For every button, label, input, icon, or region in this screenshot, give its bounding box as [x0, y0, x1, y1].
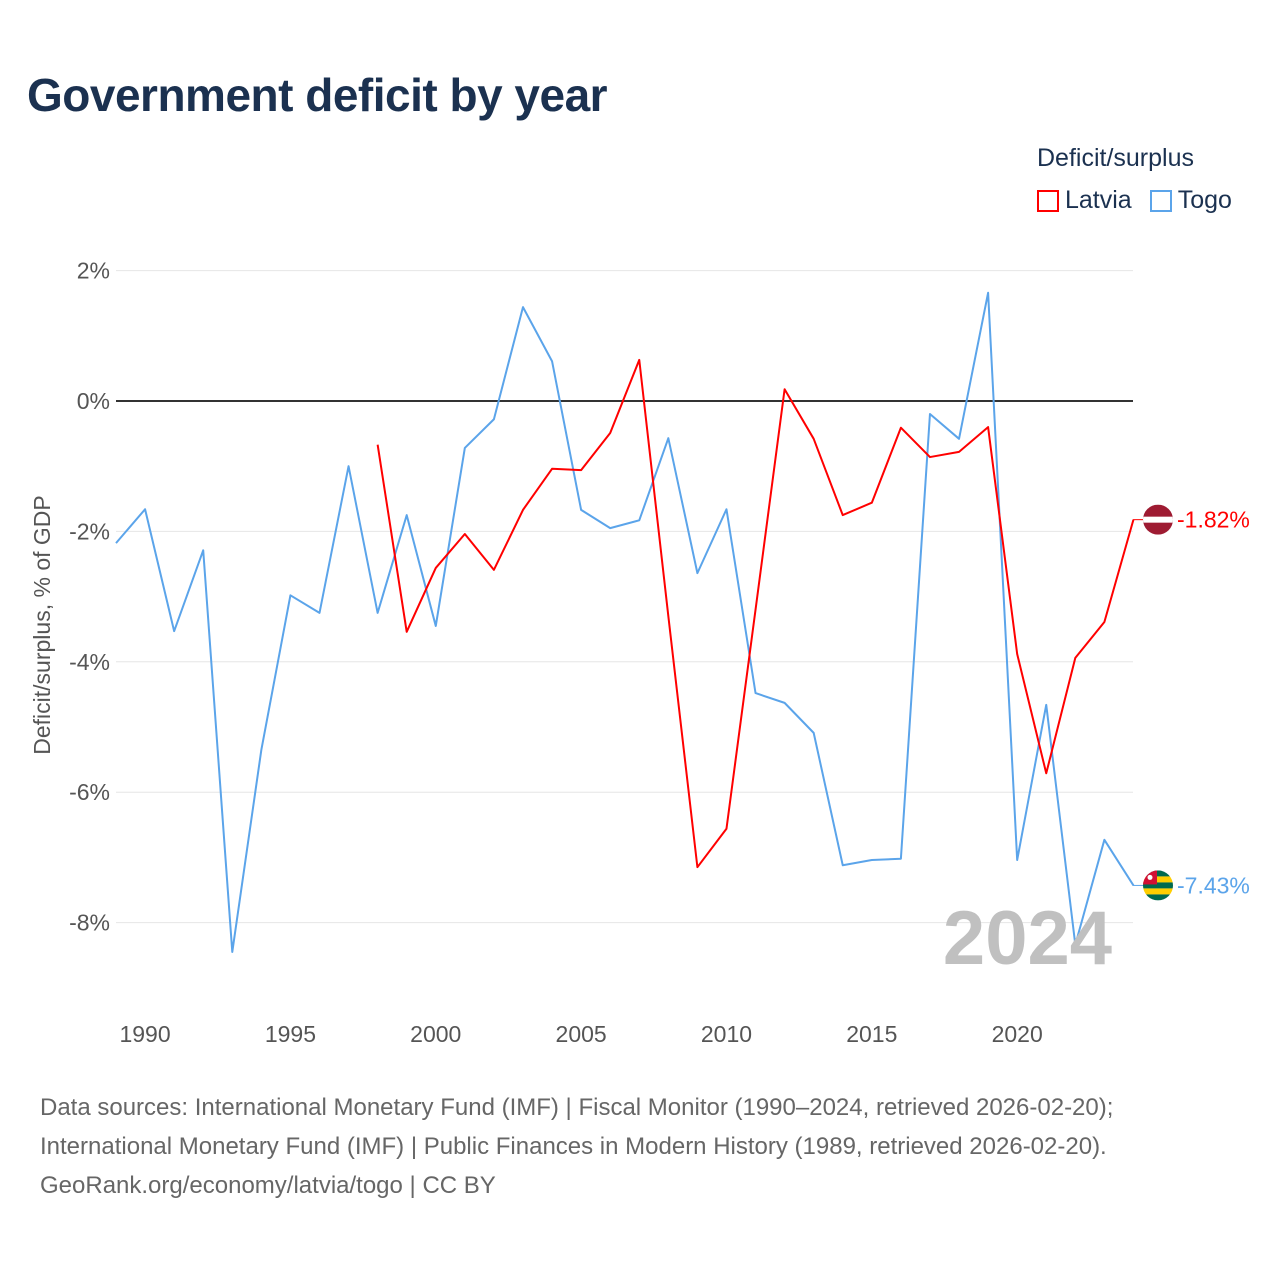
legend-swatch-togo	[1149, 189, 1172, 212]
x-tick-label: 2020	[992, 1021, 1043, 1047]
flag-icon-togo	[1143, 870, 1173, 901]
end-value-label-togo: -7.43%	[1177, 872, 1250, 898]
flag-band	[1143, 882, 1173, 889]
legend: Latvia Togo	[1037, 186, 1232, 215]
footer-credit: GeoRank.org/economy/latvia/togo | CC BY	[40, 1172, 496, 1199]
y-tick-label: -6%	[69, 779, 110, 805]
footer-source-2: International Monetary Fund (IMF) | Publ…	[40, 1133, 1107, 1160]
x-tick-label: 2005	[556, 1021, 607, 1047]
y-axis-label: Deficit/surplus, % of GDP	[29, 495, 55, 754]
legend-item-latvia[interactable]: Latvia	[1037, 186, 1132, 215]
x-tick-label: 2015	[846, 1021, 897, 1047]
footer: Data sources: International Monetary Fun…	[40, 1088, 1113, 1205]
flag-band	[1143, 894, 1173, 901]
legend-label: Latvia	[1065, 186, 1132, 214]
y-tick-label: 2%	[77, 258, 110, 284]
x-tick-label: 2000	[410, 1021, 461, 1047]
end-value-label-latvia: -1.82%	[1177, 507, 1250, 533]
y-tick-label: -8%	[69, 910, 110, 936]
legend-item-togo[interactable]: Togo	[1149, 186, 1232, 215]
flag-band	[1143, 876, 1173, 883]
footer-source-1: Data sources: International Monetary Fun…	[40, 1094, 1114, 1121]
series-line-latvia	[376, 358, 1135, 869]
y-tick-label: -4%	[69, 649, 110, 675]
flag-band	[1143, 888, 1173, 895]
watermark-year: 2024	[943, 896, 1112, 981]
legend-label: Togo	[1177, 186, 1232, 214]
x-tick-label: 2010	[701, 1021, 752, 1047]
legend-title: Deficit/surplus	[1037, 144, 1194, 172]
flag-icon-latvia	[1143, 504, 1173, 535]
chart-title: Government deficit by year	[27, 69, 608, 121]
flag-star	[1147, 874, 1153, 880]
x-tick-label: 1990	[119, 1021, 170, 1047]
y-tick-label: 0%	[77, 388, 110, 414]
flag-band	[1143, 516, 1173, 523]
legend-swatch-latvia	[1037, 189, 1059, 212]
series-line-togo	[115, 291, 1135, 953]
y-tick-label: -2%	[69, 518, 110, 544]
flag-band	[1143, 870, 1173, 877]
x-tick-label: 1995	[265, 1021, 316, 1047]
